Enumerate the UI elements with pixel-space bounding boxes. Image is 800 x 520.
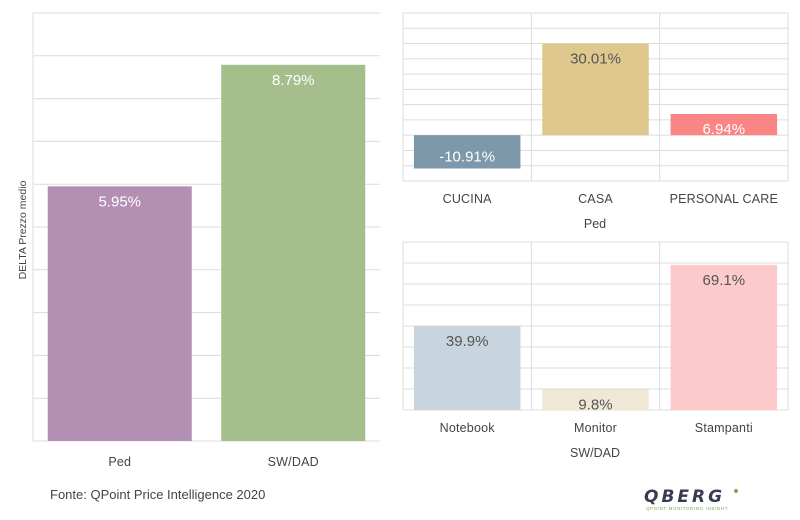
- data-label: -10.91%: [439, 149, 495, 166]
- data-label: 30.01%: [570, 51, 621, 68]
- bar-personal-care: [670, 113, 778, 136]
- bar-notebook: [413, 326, 521, 410]
- panel-swdad-chart: 39.9% Notebook 9.8% Monitor 69.1% Stampanti S…: [402, 241, 789, 460]
- bar-casa: [542, 43, 649, 136]
- bar-stampanti: [670, 264, 778, 410]
- category-label: CUCINA: [443, 192, 493, 206]
- qberg-logo: QBERG QPOINT MONITORING INSIGHT: [640, 487, 750, 513]
- category-label: CASA: [578, 192, 613, 206]
- data-label: 69.1%: [703, 272, 746, 289]
- category-label: PERSONAL CARE: [670, 192, 778, 206]
- data-label: 5.95%: [98, 193, 141, 210]
- logo-wordmark: QBERG: [644, 487, 726, 507]
- bar-sw-dad: [221, 64, 366, 442]
- category-label: Ped: [108, 455, 131, 469]
- bar-ped: [47, 186, 192, 441]
- data-label: 39.9%: [446, 333, 489, 350]
- logo-dot: [734, 489, 738, 493]
- source-note: Fonte: QPoint Price Intelligence 2020: [50, 487, 266, 502]
- category-label: Notebook: [440, 421, 496, 435]
- x-axis-group-label-swdad: SW/DAD: [570, 446, 620, 460]
- panel-ped-chart: -10.91% CUCINA 30.01% CASA 6.94% PERSONAL CAR…: [402, 12, 789, 231]
- data-label: 6.94%: [703, 121, 746, 138]
- logo-tagline: QPOINT MONITORING INSIGHT: [646, 506, 729, 511]
- category-label: SW/DAD: [268, 455, 319, 469]
- category-label: Stampanti: [695, 421, 753, 435]
- data-label: 9.8%: [578, 396, 612, 413]
- data-label: 8.79%: [272, 72, 315, 89]
- bar-cucina: [413, 135, 521, 169]
- panel-main-chart: 5.95% Ped 8.79% SW/DAD DELTA Prezzo medio: [17, 12, 380, 469]
- x-axis-group-label-ped: Ped: [584, 217, 606, 231]
- category-label: Monitor: [574, 421, 617, 435]
- bar-monitor: [542, 389, 649, 410]
- y-axis-label: DELTA Prezzo medio: [17, 180, 29, 279]
